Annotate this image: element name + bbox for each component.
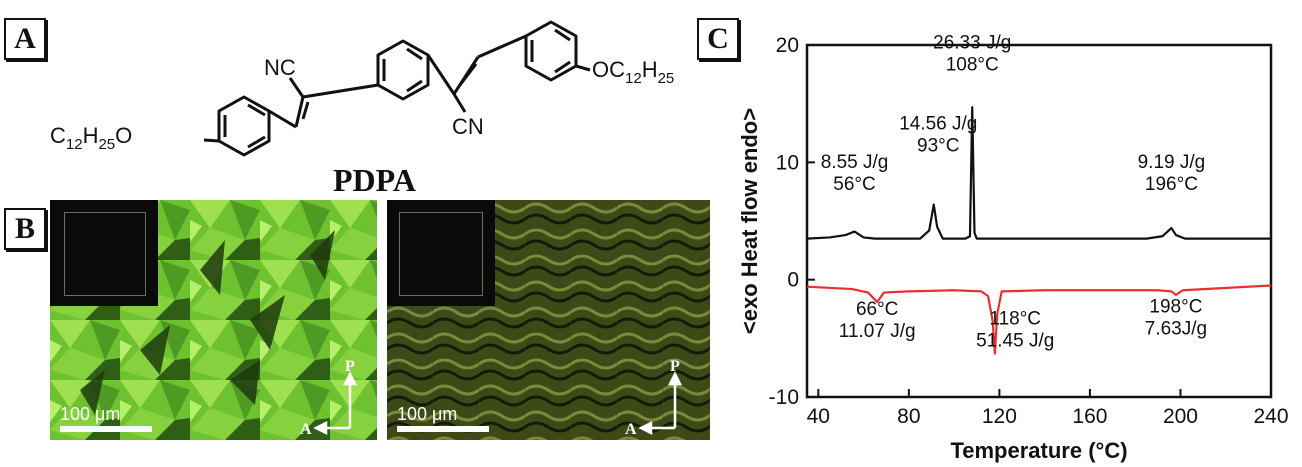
cooling-curve [806,284,1272,355]
x-tick-label: 160 [1072,405,1107,428]
y-tick-label: 10 [776,151,799,174]
y-tick-label: -10 [769,386,799,409]
compound-name: PDPA [333,162,416,198]
y-axis-label: <exo Heat flow endo> [737,108,762,334]
panel-label-a: A [4,18,46,60]
x-tick-label: 200 [1163,405,1198,428]
svg-text:P: P [670,358,680,375]
x-tick-label: 80 [897,405,920,428]
alkoxy-label-left: C12H25O [50,123,132,153]
inset-photo [387,200,495,306]
scale-bar: 100 μm [60,404,152,432]
peak-annotation: 14.56 J/g 93°C [899,113,977,156]
pdpa-structure: NC CN OC12H25 C12H25O [50,20,674,157]
nitrile-label-bottom: CN [452,114,484,139]
svg-text:P: P [345,358,355,375]
polarizer-axes: P A [300,358,358,438]
x-axis-label: Temperature (°C) [950,438,1127,463]
inset-photo [50,200,158,306]
alkoxy-label-right: OC12H25 [592,57,674,87]
plot-frame [805,43,1273,399]
dsc-chart: 40 80 120 160 200 240 -10 0 10 20 26.33 J/g 108°C 14… [737,33,1289,463]
peak-annotation: 9.19 J/g 196°C [1138,152,1206,195]
x-tick-label: 120 [982,405,1017,428]
polarizer-axes: P A [625,358,683,438]
peak-annotation: 8.55 J/g 56°C [821,152,889,195]
peak-annotation: 118°C 51.45 J/g [976,308,1054,351]
scale-label: 100 μm [60,404,121,424]
peak-annotation: 66°C 11.07 J/g [839,299,916,342]
panel-label-b: B [4,208,46,250]
micrograph-mesophase: 100 μm P A [387,200,710,440]
x-tick-label: 40 [807,405,830,428]
heating-curve [806,106,1271,240]
panel-label-c: C [697,18,739,60]
svg-text:A: A [625,421,637,438]
svg-text:A: A [300,421,312,438]
x-tick-label: 240 [1253,405,1288,428]
scale-label: 100 μm [397,404,458,424]
nitrile-label-top: NC [264,55,296,80]
peak-annotation: 198°C 7.63J/g [1145,297,1207,340]
scale-bar: 100 μm [397,404,489,432]
y-tick-label: 0 [787,269,799,292]
micrograph-crystal: 100 μm P A [50,200,377,440]
peak-annotation: 26.33 J/g 108°C [933,33,1011,76]
y-tick-label: 20 [776,34,799,57]
